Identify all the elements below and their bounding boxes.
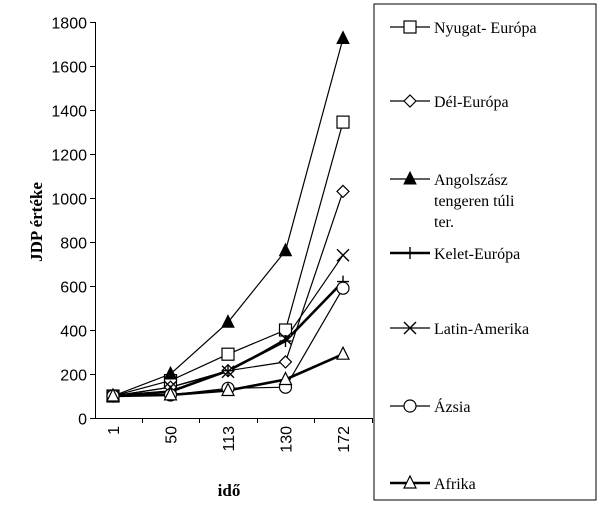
data-point	[336, 248, 350, 262]
y-tick-label: 800	[60, 236, 87, 253]
data-point	[336, 345, 350, 360]
legend-label: Kelet-Európa	[434, 246, 520, 263]
data-point	[221, 382, 235, 397]
plot-area: 0 200 400 600 800 1000 1200 1400 1600 1800 1 50 113 1…	[51, 16, 373, 453]
data-point	[279, 332, 292, 346]
data-point	[279, 335, 292, 347]
legend-label: Dél-Európa	[434, 94, 509, 111]
y-tick-label: 1600	[51, 60, 87, 77]
series-line	[112, 38, 344, 397]
legend-marker	[403, 474, 417, 489]
legend-marker	[404, 247, 416, 259]
x-tick-label: 172	[336, 426, 353, 453]
x-axis-title: idő	[218, 481, 241, 500]
legend-label-line: ter.	[434, 214, 454, 231]
legend-marker	[403, 399, 417, 413]
legend-marker	[403, 20, 417, 34]
legend-label: Nyugat- Európa	[434, 20, 537, 37]
data-point	[221, 365, 235, 379]
data-point	[221, 314, 235, 328]
x-tick-label: 50	[164, 426, 181, 444]
legend-label-line: tengeren túli	[434, 193, 515, 210]
data-point	[106, 387, 120, 402]
legend-marker	[403, 170, 417, 185]
legend-marker	[403, 321, 417, 335]
y-axis-title: JDP értéke	[27, 182, 46, 262]
data-point	[336, 281, 350, 295]
y-tick-label: 1000	[51, 192, 87, 209]
data-point	[222, 364, 234, 377]
data-point	[278, 355, 293, 369]
y-tick-label: 0	[78, 412, 87, 429]
legend-label: Angolszász tengeren túli ter.	[434, 172, 515, 231]
y-tick-label: 400	[60, 324, 87, 341]
data-point	[278, 242, 293, 257]
y-tick-label: 600	[60, 280, 87, 297]
y-tick-label: 200	[60, 368, 87, 385]
legend: Nyugat- Európa Dél-Európa Angolszász tenger…	[390, 20, 537, 493]
data-point	[336, 115, 350, 129]
x-tick-label: 1	[106, 426, 123, 435]
x-tick-label: 113	[221, 426, 238, 452]
legend-label: Afrika	[434, 476, 476, 493]
data-point	[336, 30, 350, 44]
data-point	[163, 386, 178, 401]
data-point	[221, 347, 235, 361]
legend-marker	[403, 94, 417, 108]
y-tick-label: 1200	[51, 148, 87, 165]
y-tick-label: 1800	[51, 16, 87, 33]
y-tick-label: 1400	[51, 104, 87, 121]
series-line	[112, 280, 344, 398]
legend-label-line: Angolszász	[434, 172, 508, 189]
legend-label: Latin-Amerika	[434, 321, 529, 338]
x-tick-label: 130	[279, 426, 296, 453]
data-point	[163, 365, 178, 380]
data-point	[278, 371, 293, 386]
legend-label: Ázsia	[434, 397, 470, 416]
data-point	[336, 184, 350, 199]
